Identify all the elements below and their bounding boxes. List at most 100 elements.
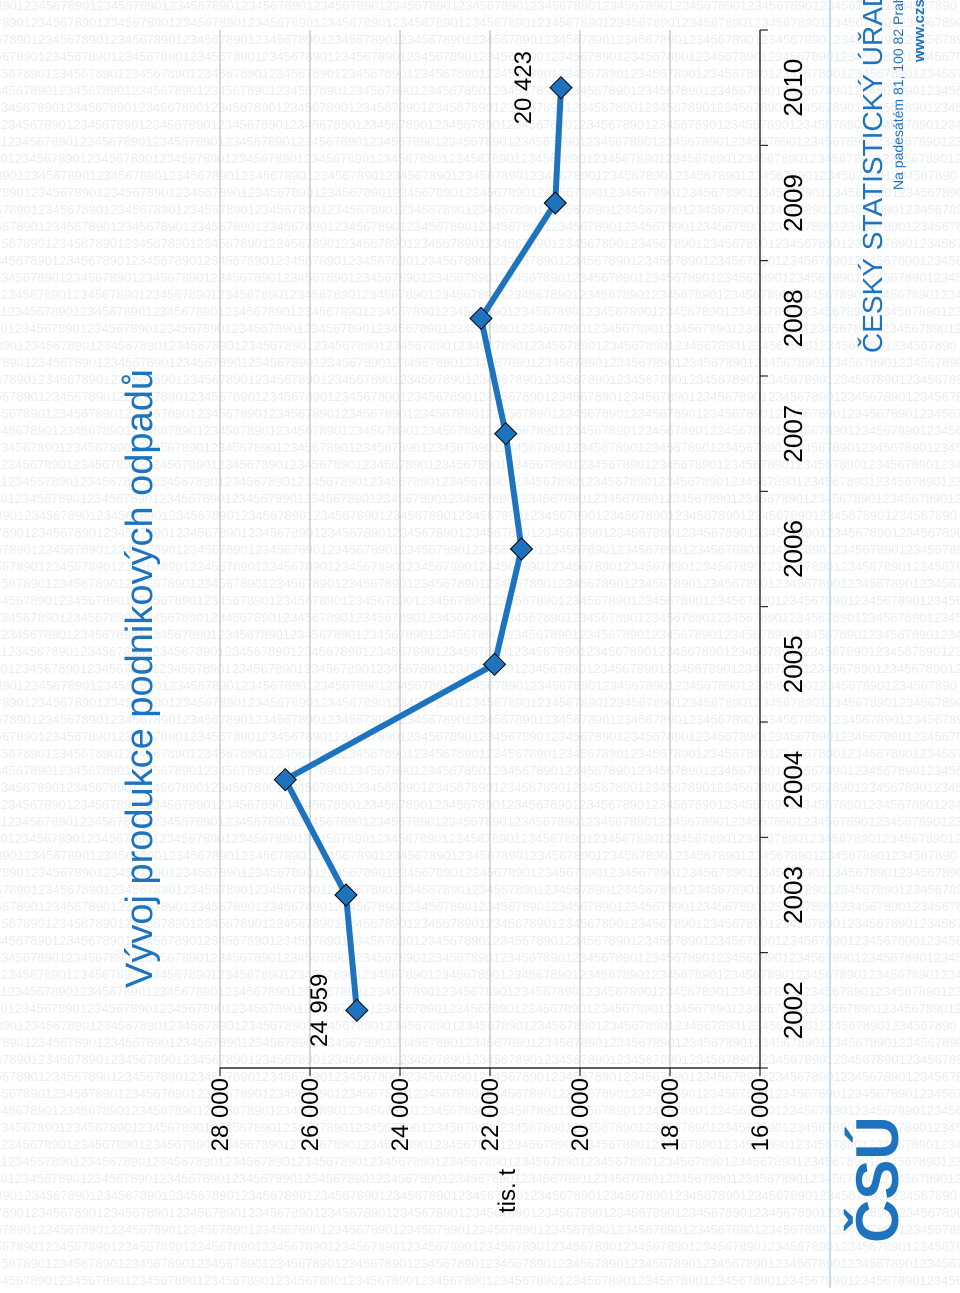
y-tick-label: 24 000 [387,1078,414,1151]
y-tick-label: 16 000 [747,1078,774,1151]
svg-text:123456789012345678901234567890: 1234567890123456789012345678901234567890… [0,661,960,676]
svg-text:123456789012345678901234567890: 1234567890123456789012345678901234567890… [0,151,960,166]
x-tick-label: 2005 [778,635,808,693]
svg-text:123456789012345678901234567890: 1234567890123456789012345678901234567890… [0,117,960,132]
svg-text:123456789012345678901234567890: 1234567890123456789012345678901234567890… [0,1052,960,1067]
svg-text:123456789012345678901234567890: 1234567890123456789012345678901234567890… [0,644,960,659]
svg-text:123456789012345678901234567890: 1234567890123456789012345678901234567890… [0,491,960,506]
svg-text:123456789012345678901234567890: 1234567890123456789012345678901234567890… [0,474,960,489]
svg-text:123456789012345678901234567890: 1234567890123456789012345678901234567890… [0,1103,960,1118]
svg-text:123456789012345678901234567890: 1234567890123456789012345678901234567890… [0,712,960,727]
svg-text:123456789012345678901234567890: 1234567890123456789012345678901234567890… [0,32,960,47]
svg-text:123456789012345678901234567890: 1234567890123456789012345678901234567890… [0,1154,960,1169]
svg-text:123456789012345678901234567890: 1234567890123456789012345678901234567890… [0,15,960,30]
svg-text:123456789012345678901234567890: 1234567890123456789012345678901234567890… [0,372,960,387]
svg-text:123456789012345678901234567890: 1234567890123456789012345678901234567890… [0,865,960,880]
svg-text:123456789012345678901234567890: 1234567890123456789012345678901234567890… [0,814,960,829]
svg-text:123456789012345678901234567890: 1234567890123456789012345678901234567890… [0,1120,960,1135]
organization-name: ČESKÝ STATISTICKÝ ÚŘAD [857,0,888,353]
y-tick-label: 26 000 [297,1078,324,1151]
data-point-marker [549,75,573,100]
svg-text:123456789012345678901234567890: 1234567890123456789012345678901234567890… [0,1239,960,1254]
svg-text:123456789012345678901234567890: 1234567890123456789012345678901234567890… [0,440,960,455]
svg-text:123456789012345678901234567890: 1234567890123456789012345678901234567890… [0,525,960,540]
svg-text:123456789012345678901234567890: 1234567890123456789012345678901234567890… [0,457,960,472]
data-label: 20 423 [510,51,537,124]
svg-text:123456789012345678901234567890: 1234567890123456789012345678901234567890… [0,1001,960,1016]
svg-text:123456789012345678901234567890: 1234567890123456789012345678901234567890… [0,610,960,625]
svg-text:123456789012345678901234567890: 1234567890123456789012345678901234567890… [0,1137,960,1152]
x-tick-label: 2008 [778,289,808,347]
svg-text:123456789012345678901234567890: 1234567890123456789012345678901234567890… [0,508,957,523]
svg-text:123456789012345678901234567890: 1234567890123456789012345678901234567890… [0,1018,957,1033]
svg-text:123456789012345678901234567890: 1234567890123456789012345678901234567890… [0,219,960,234]
svg-text:123456789012345678901234567890: 1234567890123456789012345678901234567890… [0,797,960,812]
data-point-marker [334,883,358,907]
svg-text:123456789012345678901234567890: 1234567890123456789012345678901234567890… [0,338,957,353]
svg-text:123456789012345678901234567890: 1234567890123456789012345678901234567890… [0,984,960,999]
svg-text:123456789012345678901234567890: 1234567890123456789012345678901234567890… [0,270,960,285]
svg-text:123456789012345678901234567890: 1234567890123456789012345678901234567890… [0,168,957,183]
svg-text:123456789012345678901234567890: 1234567890123456789012345678901234567890… [0,967,960,982]
svg-text:123456789012345678901234567890: 1234567890123456789012345678901234567890… [0,389,960,404]
svg-text:123456789012345678901234567890: 1234567890123456789012345678901234567890… [0,950,960,965]
svg-text:123456789012345678901234567890: 1234567890123456789012345678901234567890… [0,253,960,268]
x-tick-label: 2009 [778,174,808,232]
svg-text:123456789012345678901234567890: 1234567890123456789012345678901234567890… [0,1205,960,1220]
website-link[interactable]: www.czso.cz [911,0,928,63]
svg-text:123456789012345678901234567890: 1234567890123456789012345678901234567890… [0,100,960,115]
data-point-marker [543,191,567,215]
svg-text:123456789012345678901234567890: 1234567890123456789012345678901234567890… [0,83,960,98]
svg-text:123456789012345678901234567890: 1234567890123456789012345678901234567890… [0,1035,960,1050]
svg-text:123456789012345678901234567890: 1234567890123456789012345678901234567890… [0,423,960,438]
svg-text:123456789012345678901234567890: 1234567890123456789012345678901234567890… [0,933,960,948]
x-tick-label: 2010 [778,59,808,117]
rotated-slide: Vývoj produkce podnikových odpadů 16 000… [119,0,928,1288]
data-point-marker [494,421,518,446]
chart-title: Vývoj produkce podnikových odpadů [119,369,161,988]
svg-text:123456789012345678901234567890: 1234567890123456789012345678901234567890… [0,236,960,251]
svg-text:123456789012345678901234567890: 1234567890123456789012345678901234567890… [0,66,960,81]
svg-text:123456789012345678901234567890: 1234567890123456789012345678901234567890… [0,1069,960,1084]
data-point-marker [273,767,297,792]
x-tick-label: 2004 [778,751,808,809]
x-tick-label: 2006 [778,520,808,578]
svg-text:123456789012345678901234567890: 1234567890123456789012345678901234567890… [0,49,960,64]
svg-text:123456789012345678901234567890: 1234567890123456789012345678901234567890… [0,763,960,778]
plot-area: 16 000 18 000 20 000 22 000 24 000 26 000 28 0… [207,29,808,1151]
svg-text:123456789012345678901234567890: 1234567890123456789012345678901234567890… [0,542,960,557]
organization-address: Na padesátém 81, 100 82 Praha 10 [890,0,906,190]
y-tick-label: 20 000 [567,1078,594,1151]
y-axis-label: tis. t [494,1169,521,1213]
svg-text:123456789012345678901234567890: 1234567890123456789012345678901234567890… [0,593,960,608]
svg-text:123456789012345678901234567890: 1234567890123456789012345678901234567890… [0,1171,960,1186]
svg-text:123456789012345678901234567890: 1234567890123456789012345678901234567890… [0,695,960,710]
y-tick-label: 18 000 [657,1078,684,1151]
svg-text:123456789012345678901234567890: 1234567890123456789012345678901234567890… [0,406,960,421]
svg-text:123456789012345678901234567890: 1234567890123456789012345678901234567890… [0,627,960,642]
x-tick-label: 2003 [778,866,808,924]
svg-text:123456789012345678901234567890: 1234567890123456789012345678901234567890… [0,831,960,846]
y-tick-label: 28 000 [207,1078,234,1151]
svg-text:123456789012345678901234567890: 1234567890123456789012345678901234567890… [0,1222,960,1237]
data-point-marker [345,998,369,1023]
svg-text:123456789012345678901234567890: 1234567890123456789012345678901234567890… [0,1188,957,1203]
svg-text:123456789012345678901234567890: 1234567890123456789012345678901234567890… [0,1256,960,1271]
svg-text:123456789012345678901234567890: 1234567890123456789012345678901234567890… [0,1273,960,1288]
svg-text:123456789012345678901234567890: 1234567890123456789012345678901234567890… [0,287,960,302]
svg-text:123456789012345678901234567890: 1234567890123456789012345678901234567890… [0,916,960,931]
svg-text:123456789012345678901234567890: 1234567890123456789012345678901234567890… [0,729,960,744]
svg-text:123456789012345678901234567890: 1234567890123456789012345678901234567890… [0,559,960,574]
csu-logo: ČSÚ [844,1116,911,1243]
x-tick-label: 2002 [778,981,808,1039]
y-tick-label: 22 000 [477,1078,504,1151]
svg-text:123456789012345678901234567890: 1234567890123456789012345678901234567890… [0,848,957,863]
svg-text:123456789012345678901234567890: 1234567890123456789012345678901234567890… [0,780,960,795]
svg-text:123456789012345678901234567890: 1234567890123456789012345678901234567890… [0,576,960,591]
svg-text:123456789012345678901234567890: 1234567890123456789012345678901234567890… [0,134,960,149]
svg-text:123456789012345678901234567890: 1234567890123456789012345678901234567890… [0,746,960,761]
svg-text:123456789012345678901234567890: 1234567890123456789012345678901234567890… [0,185,960,200]
